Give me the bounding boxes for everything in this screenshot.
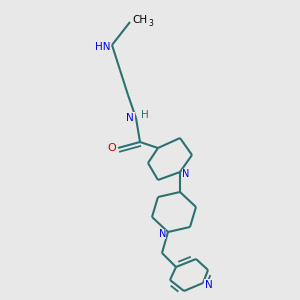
Text: H: H xyxy=(141,110,149,120)
Text: N: N xyxy=(159,229,166,239)
Text: HN: HN xyxy=(94,42,110,52)
Text: N: N xyxy=(205,280,213,290)
Text: O: O xyxy=(107,143,116,153)
Text: N: N xyxy=(126,113,134,123)
Text: N: N xyxy=(182,169,189,179)
Text: 3: 3 xyxy=(148,19,153,28)
Text: CH: CH xyxy=(132,15,147,25)
